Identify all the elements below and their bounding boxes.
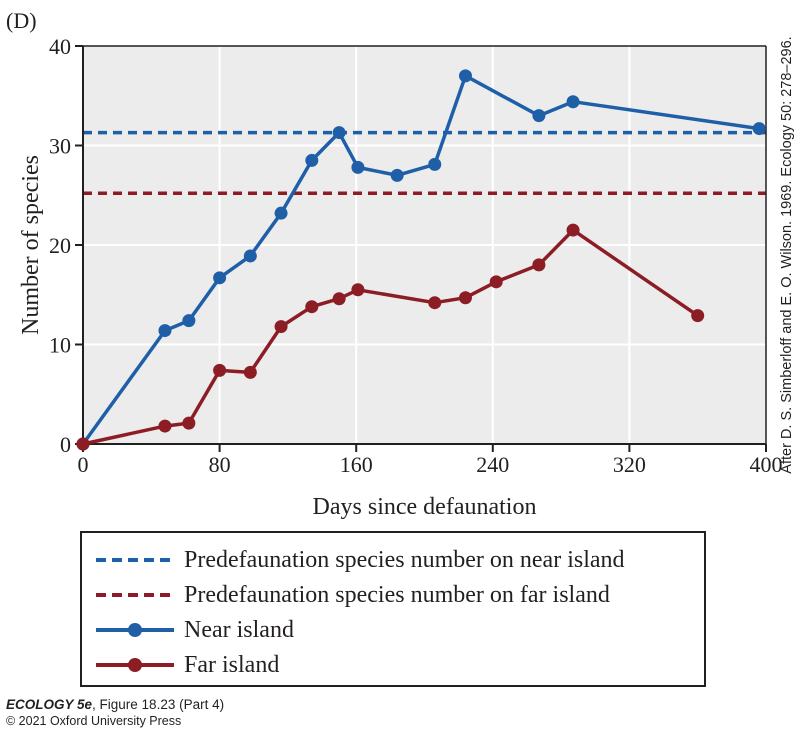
data-point: [752, 122, 766, 136]
legend-item-far-predefaunation: Predefaunation species number on far isl…: [94, 578, 610, 612]
x-tick-label: 160: [340, 452, 373, 477]
y-tick-label: 10: [49, 333, 71, 358]
figure-caption: ECOLOGY 5e, Figure 18.23 (Part 4): [6, 696, 224, 713]
reference-lines: [83, 130, 766, 196]
legend-label: Near island: [184, 616, 294, 643]
data-series: [76, 69, 766, 451]
data-point: [428, 157, 442, 171]
figure-reference: , Figure 18.23 (Part 4): [92, 697, 225, 712]
legend-label: Far island: [184, 651, 280, 678]
data-point: [566, 223, 580, 237]
data-point: [76, 437, 90, 451]
data-point: [489, 275, 503, 289]
panel-label: (D): [6, 8, 37, 33]
data-point: [458, 69, 472, 83]
data-point: [332, 292, 346, 306]
footer: ECOLOGY 5e, Figure 18.23 (Part 4) © 2021…: [6, 696, 224, 729]
grid: [83, 46, 766, 444]
data-point: [428, 296, 442, 310]
data-point: [390, 168, 404, 182]
y-axis-title: Number of species: [18, 155, 44, 335]
x-tick-label: 0: [78, 452, 89, 477]
x-tick-label: 80: [209, 452, 231, 477]
data-point: [158, 324, 172, 338]
data-point: [532, 258, 546, 272]
data-point: [213, 363, 227, 377]
data-point: [458, 291, 472, 305]
legend-item-near-predefaunation: Predefaunation species number on near is…: [94, 543, 625, 577]
data-point: [332, 126, 346, 140]
copyright: © 2021 Oxford University Press: [6, 714, 182, 728]
data-point: [351, 160, 365, 174]
y-tick-label: 40: [49, 34, 71, 59]
tick-labels: 0 80 160 240 320 400 0 10 20 30 40: [49, 34, 783, 477]
y-tick-label: 30: [49, 134, 71, 159]
legend-item-far-island: Far island: [94, 648, 279, 682]
data-point: [243, 365, 257, 379]
x-tick-label: 400: [750, 452, 783, 477]
y-tick-label: 0: [60, 432, 71, 457]
data-point: [243, 249, 257, 263]
dashed-line-swatch-near: [96, 558, 174, 562]
book-title: ECOLOGY 5e: [6, 697, 93, 712]
source-credit: After D. S. Simberloff and E. O. Wilson.…: [779, 36, 795, 473]
data-point: [274, 206, 288, 220]
data-point: [182, 314, 196, 328]
series-3: [76, 223, 705, 451]
data-point: [566, 95, 580, 109]
legend-label: Predefaunation species number on near is…: [184, 546, 625, 573]
data-point: [182, 416, 196, 430]
line-marker-swatch-near: [96, 623, 174, 637]
data-point: [305, 153, 319, 167]
legend: Predefaunation species number on near is…: [80, 531, 706, 687]
data-point: [158, 419, 172, 433]
line-marker-swatch-far: [96, 658, 174, 672]
data-point: [274, 320, 288, 334]
line-chart: 0 80 160 240 320 400 0 10 20 30 40 Days since defa…: [18, 34, 795, 520]
data-point: [305, 300, 319, 314]
y-tick-label: 20: [49, 233, 71, 258]
data-point: [213, 271, 227, 285]
legend-label: Predefaunation species number on far isl…: [184, 581, 610, 608]
data-point: [691, 309, 705, 323]
data-point: [351, 283, 365, 297]
legend-item-near-island: Near island: [94, 613, 294, 647]
x-axis-title: Days since defaunation: [313, 494, 537, 520]
dashed-line-swatch-far: [96, 593, 174, 597]
x-tick-label: 240: [476, 452, 509, 477]
x-tick-label: 320: [613, 452, 646, 477]
data-point: [532, 109, 546, 123]
